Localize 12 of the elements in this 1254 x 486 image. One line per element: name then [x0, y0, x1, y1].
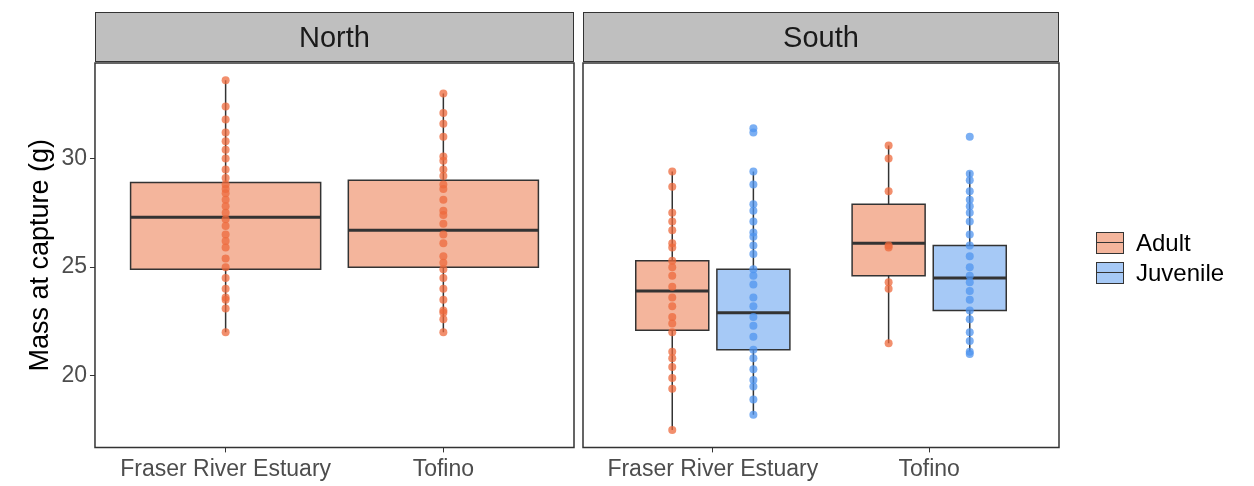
- y-tick-label: 30: [61, 143, 87, 170]
- legend-label: Adult: [1136, 229, 1191, 257]
- chart-title: South: [583, 12, 1059, 62]
- y-tick-label: 25: [61, 252, 87, 279]
- x-tick-label: Fraser River Estuary: [607, 454, 819, 481]
- y-tick-label: 20: [61, 361, 87, 388]
- x-tick-label: Tofino: [412, 454, 475, 481]
- x-tick-label: Fraser River Estuary: [120, 454, 332, 481]
- x-tick-label: Tofino: [898, 454, 960, 481]
- chart-title: North: [94, 12, 574, 62]
- legend-label: Juvenile: [1136, 259, 1225, 287]
- y-axis-title: Mass at capture (g): [23, 138, 54, 372]
